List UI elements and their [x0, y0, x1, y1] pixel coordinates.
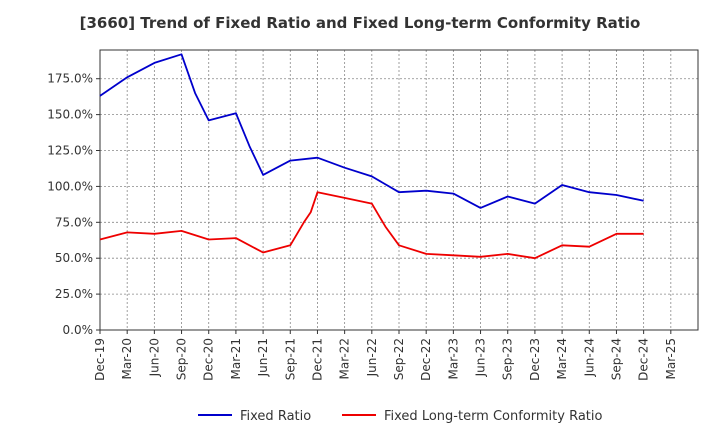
x-tick-label: Mar-20 — [120, 338, 134, 379]
y-tick-label: 125.0% — [47, 144, 93, 158]
x-tick-label: Dec-23 — [528, 338, 542, 381]
x-tick-label: Jun-24 — [582, 338, 596, 377]
grid — [99, 50, 698, 331]
x-tick-label: Mar-23 — [446, 338, 460, 379]
x-tick-label: Mar-24 — [555, 338, 569, 379]
y-tick-label: 75.0% — [55, 215, 93, 229]
y-axis-ticks: 0.0% 25.0% 50.0% 75.0% 100.0% 125.0% 150.0% 175… — [47, 72, 100, 337]
legend: Fixed Ratio Fixed Long-term Conformity Ra… — [198, 409, 603, 424]
x-axis-ticks: Dec-19 Mar-20 Jun-20 Sep-20 Dec-20 Mar-21 Jun-… — [93, 330, 678, 381]
x-tick-label: Dec-21 — [310, 338, 324, 381]
x-tick-label: Mar-25 — [664, 338, 678, 379]
y-tick-label: 25.0% — [55, 287, 93, 301]
x-tick-label: Sep-20 — [175, 338, 189, 380]
series-line — [99, 191, 644, 260]
series-line — [99, 53, 644, 209]
y-tick-label: 0.0% — [63, 323, 94, 337]
plot-area-frame — [99, 49, 699, 331]
chart-title: [3660] Trend of Fixed Ratio and Fixed Lo… — [79, 14, 641, 32]
y-tick-label: 175.0% — [47, 72, 93, 86]
x-tick-label: Jun-22 — [365, 338, 379, 377]
x-tick-label: Jun-20 — [147, 338, 161, 377]
x-tick-label: Dec-19 — [93, 338, 107, 381]
y-tick-label: 50.0% — [55, 251, 93, 265]
legend-label: Fixed Long-term Conformity Ratio — [384, 409, 603, 424]
y-tick-label: 150.0% — [47, 108, 93, 122]
x-tick-label: Dec-24 — [637, 338, 651, 381]
x-tick-label: Sep-24 — [609, 338, 623, 380]
series — [99, 53, 644, 260]
x-tick-label: Dec-20 — [202, 338, 216, 381]
x-tick-label: Mar-22 — [338, 338, 352, 379]
x-tick-label: Dec-22 — [419, 338, 433, 381]
y-tick-label: 100.0% — [47, 179, 93, 193]
x-tick-label: Sep-21 — [283, 338, 297, 380]
x-tick-label: Mar-21 — [229, 338, 243, 379]
x-tick-label: Sep-22 — [392, 338, 406, 380]
x-tick-label: Jun-23 — [474, 338, 488, 377]
legend-label: Fixed Ratio — [240, 409, 311, 424]
x-tick-label: Jun-21 — [256, 338, 270, 377]
x-tick-label: Sep-23 — [501, 338, 515, 380]
